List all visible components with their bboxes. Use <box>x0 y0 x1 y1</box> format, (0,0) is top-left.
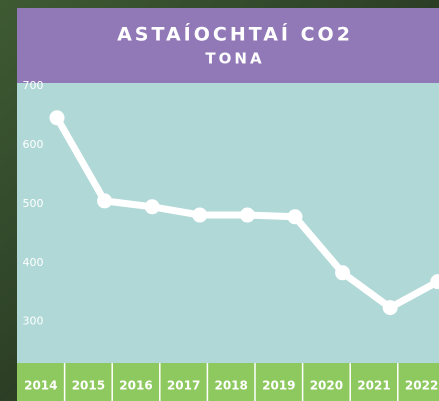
y-tick-label: 700 <box>23 79 44 92</box>
point <box>50 110 65 125</box>
chart: ASTAÍOCHTAÍ CO2 TONA 300 400 500 600 700 2014… <box>0 0 439 401</box>
chart-subtitle: TONA <box>205 50 264 68</box>
x-tick-label: 2022 <box>405 379 438 393</box>
header <box>17 8 439 83</box>
x-tick-label: 2016 <box>119 379 152 393</box>
point <box>335 265 350 280</box>
x-tick-label: 2021 <box>357 379 390 393</box>
point <box>240 208 255 223</box>
point <box>145 199 160 214</box>
y-tick-label: 500 <box>23 197 44 210</box>
x-tick-label: 2017 <box>167 379 200 393</box>
x-tick-label: 2014 <box>24 379 57 393</box>
point <box>192 208 207 223</box>
point <box>288 209 303 224</box>
x-tick-label: 2019 <box>262 379 295 393</box>
chart-title: ASTAÍOCHTAÍ CO2 <box>117 23 353 46</box>
y-tick-label: 400 <box>23 256 44 269</box>
x-tick-label: 2015 <box>72 379 105 393</box>
y-tick-label: 300 <box>23 315 44 328</box>
x-tick-label: 2020 <box>310 379 343 393</box>
x-tick-label: 2018 <box>214 379 247 393</box>
point <box>383 300 398 315</box>
y-tick-label: 600 <box>23 138 44 151</box>
plot-area <box>17 83 439 363</box>
point <box>97 193 112 208</box>
